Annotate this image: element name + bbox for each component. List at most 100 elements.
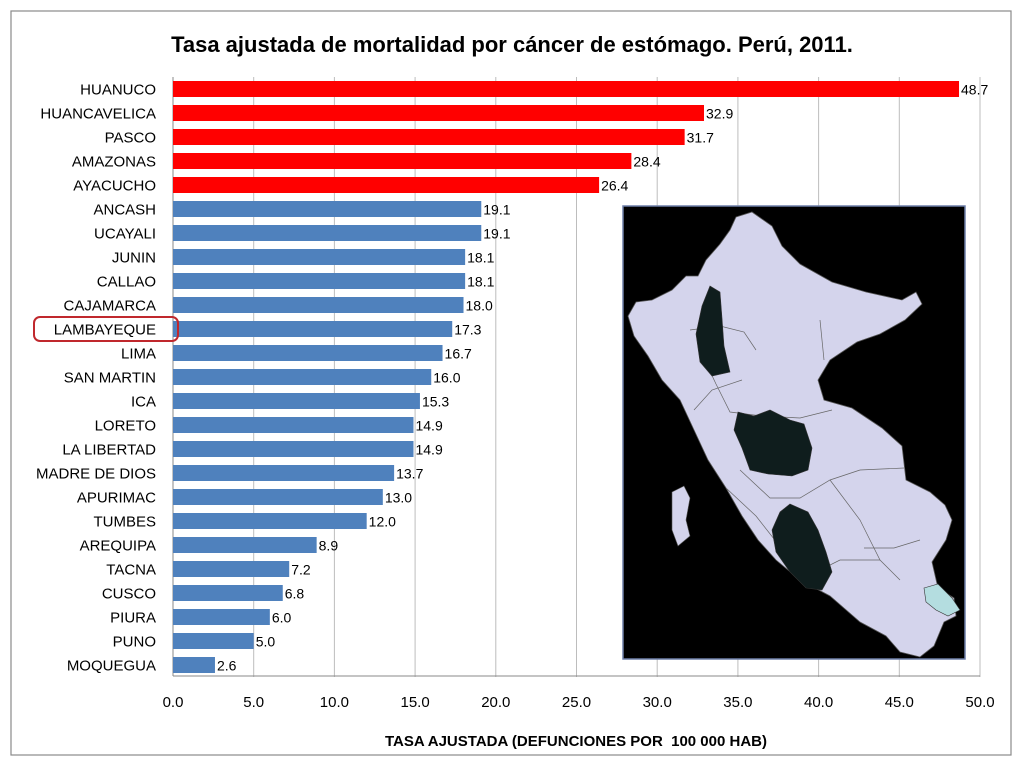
huancavelica-ayacucho-region xyxy=(771,503,833,591)
huanuco-pasco-region xyxy=(733,409,813,477)
bar xyxy=(173,225,482,241)
x-tick-label: 45.0 xyxy=(885,694,914,711)
value-labels: 48.7 32.9 31.7 28.4 26.4 19.1 19.1 18.1 18.1 18.0… xyxy=(217,82,989,674)
value-label: 6.8 xyxy=(285,586,305,602)
category-label: PIURA xyxy=(110,610,156,627)
value-label: 17.3 xyxy=(454,322,481,338)
value-label: 2.6 xyxy=(217,658,237,674)
bar xyxy=(173,537,317,553)
category-label: LAMBAYEQUE xyxy=(54,322,156,339)
amazonas-region xyxy=(695,285,731,377)
bar xyxy=(173,345,443,361)
peru-map-inset xyxy=(622,205,966,660)
category-label: ANCASH xyxy=(93,202,156,219)
category-label: CALLAO xyxy=(97,274,156,291)
value-label: 19.1 xyxy=(483,202,510,218)
value-label: 12.0 xyxy=(369,514,396,530)
bar xyxy=(173,657,215,673)
value-label: 13.7 xyxy=(396,466,423,482)
x-axis-label: TASA AJUSTADA (DEFUNCIONES POR 100 000 H… xyxy=(385,733,767,750)
value-label: 15.3 xyxy=(422,394,449,410)
category-label: HUANUCO xyxy=(80,82,156,99)
x-tick-label: 30.0 xyxy=(643,694,672,711)
category-label: ICA xyxy=(131,394,156,411)
value-label: 32.9 xyxy=(706,106,733,122)
value-label: 48.7 xyxy=(961,82,988,98)
x-tick-label: 0.0 xyxy=(163,694,184,711)
bar-series xyxy=(173,81,960,673)
bar xyxy=(173,249,466,265)
bar xyxy=(173,369,432,385)
bar xyxy=(173,201,482,217)
bar xyxy=(173,489,383,505)
bar xyxy=(173,441,414,457)
value-label: 14.9 xyxy=(415,442,442,458)
value-label: 18.1 xyxy=(467,250,494,266)
value-label: 8.9 xyxy=(319,538,339,554)
category-label: LIMA xyxy=(121,346,156,363)
category-label: HUANCAVELICA xyxy=(40,106,156,123)
category-label: MOQUEGUA xyxy=(67,658,156,675)
category-label: SAN MARTIN xyxy=(64,370,156,387)
bar xyxy=(173,321,453,337)
x-tick-label: 20.0 xyxy=(481,694,510,711)
category-label: TACNA xyxy=(106,562,156,579)
category-label: JUNIN xyxy=(112,250,156,267)
bar xyxy=(173,105,705,121)
value-label: 19.1 xyxy=(483,226,510,242)
category-label: UCAYALI xyxy=(94,226,156,243)
bar xyxy=(173,81,960,97)
value-label: 16.7 xyxy=(445,346,472,362)
value-label: 26.4 xyxy=(601,178,628,194)
category-label: TUMBES xyxy=(93,514,156,531)
value-label: 7.2 xyxy=(291,562,311,578)
value-label: 31.7 xyxy=(687,130,714,146)
x-tick-label: 50.0 xyxy=(965,694,994,711)
x-tick-label: 25.0 xyxy=(562,694,591,711)
category-label: AMAZONAS xyxy=(72,154,156,171)
category-label: CAJAMARCA xyxy=(63,298,156,315)
bar xyxy=(173,561,290,577)
bar xyxy=(173,465,395,481)
category-label: PASCO xyxy=(105,130,156,147)
bar xyxy=(173,513,367,529)
category-label: APURIMAC xyxy=(77,490,156,507)
coast-island xyxy=(671,485,691,547)
value-label: 18.1 xyxy=(467,274,494,290)
x-tick-label: 10.0 xyxy=(320,694,349,711)
bar xyxy=(173,129,685,145)
chart-title: Tasa ajustada de mortalidad por cáncer d… xyxy=(171,32,853,57)
category-label: MADRE DE DIOS xyxy=(36,466,156,483)
x-tick-label: 15.0 xyxy=(400,694,429,711)
value-label: 28.4 xyxy=(633,154,660,170)
x-tick-label: 5.0 xyxy=(243,694,264,711)
bar xyxy=(173,633,254,649)
value-label: 5.0 xyxy=(256,634,276,650)
x-tick-label: 40.0 xyxy=(804,694,833,711)
bar xyxy=(173,609,270,625)
category-label: AYACUCHO xyxy=(73,178,156,195)
highlight-box xyxy=(33,316,179,342)
bar xyxy=(173,297,464,313)
value-label: 18.0 xyxy=(466,298,493,314)
category-label: LA LIBERTAD xyxy=(62,442,156,459)
value-label: 6.0 xyxy=(272,610,292,626)
x-tick-label: 35.0 xyxy=(723,694,752,711)
bar xyxy=(173,273,466,289)
category-label: AREQUIPA xyxy=(80,538,156,555)
bar xyxy=(173,177,600,193)
category-label: LORETO xyxy=(95,418,156,435)
bar xyxy=(173,585,283,601)
category-labels: HUANUCO HUANCAVELICA PASCO AMAZONAS AYACUCHO… xyxy=(36,82,156,675)
category-label: PUNO xyxy=(113,634,156,651)
puno-lake-region xyxy=(923,583,961,617)
value-label: 14.9 xyxy=(415,418,442,434)
x-tick-labels: 0.0 5.0 10.0 15.0 20.0 25.0 30.0 35.0 40.0 45.0 50… xyxy=(163,694,995,711)
bar xyxy=(173,417,414,433)
bar xyxy=(173,393,420,409)
value-label: 13.0 xyxy=(385,490,412,506)
category-label: CUSCO xyxy=(102,586,156,603)
value-label: 16.0 xyxy=(433,370,460,386)
bar xyxy=(173,153,632,169)
